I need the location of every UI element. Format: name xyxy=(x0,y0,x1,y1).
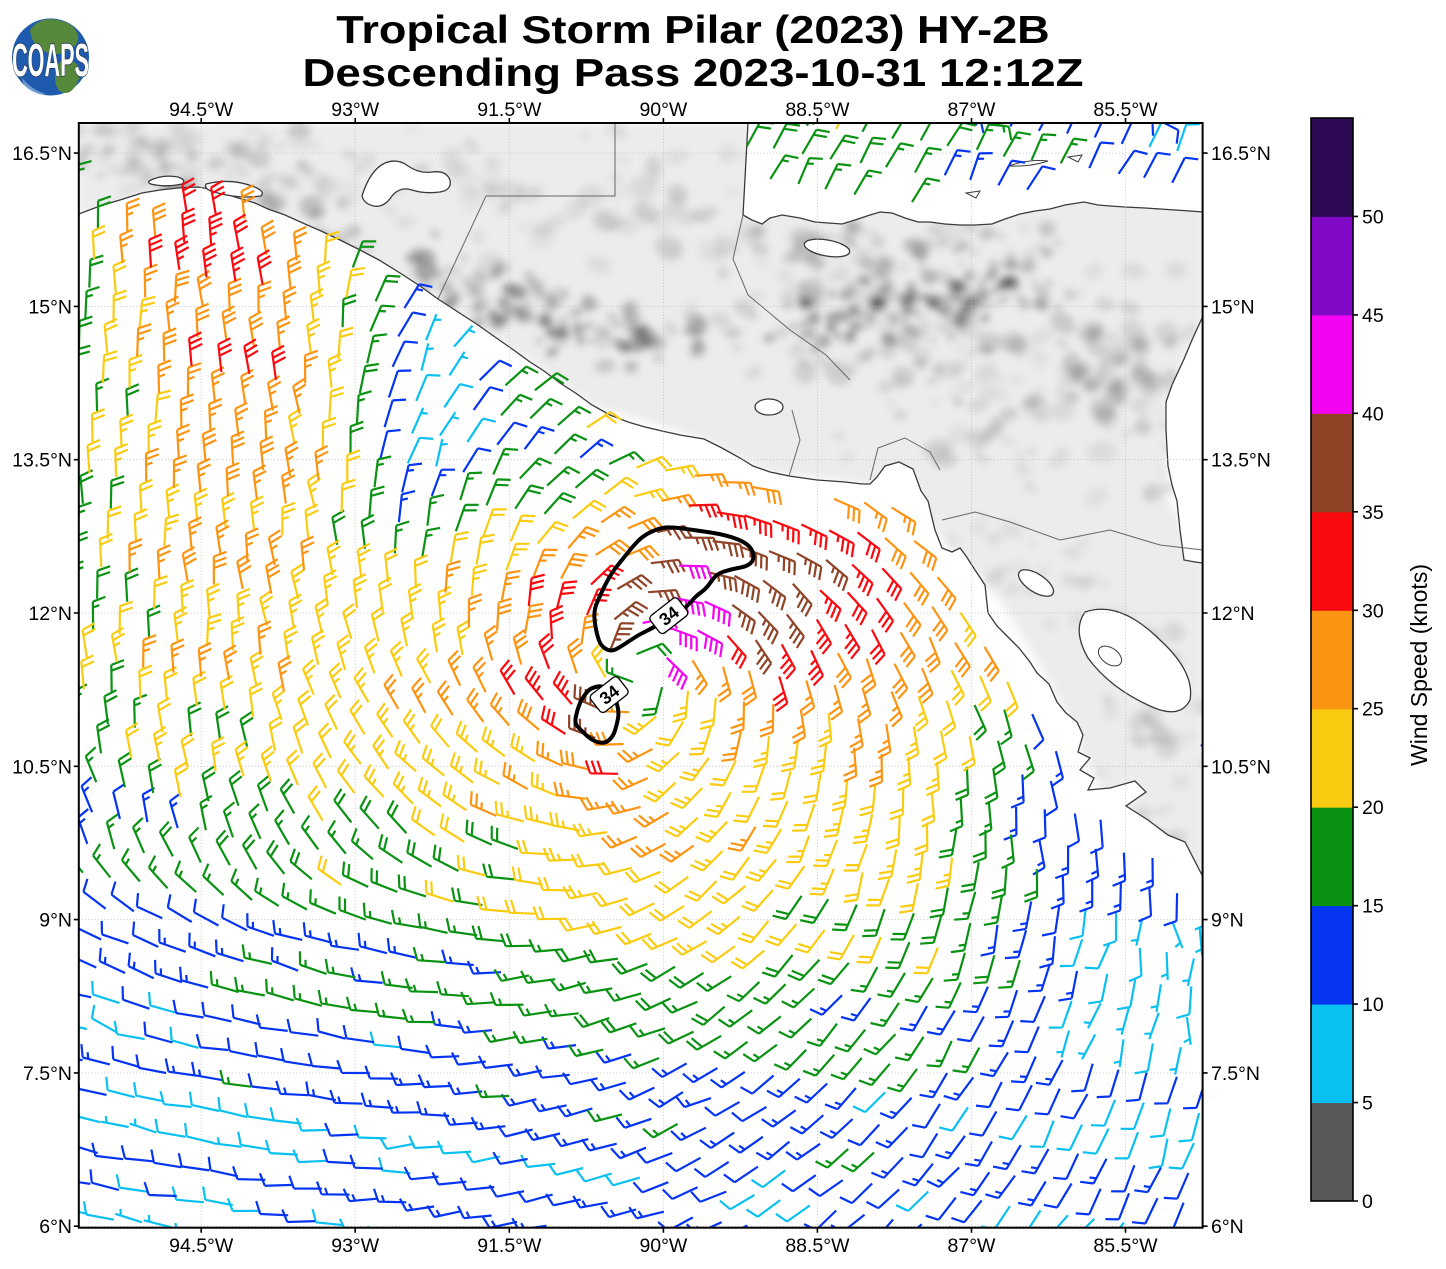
svg-text:94.5°W: 94.5°W xyxy=(169,1235,234,1257)
svg-text:15: 15 xyxy=(1362,896,1384,918)
svg-text:87°W: 87°W xyxy=(948,99,996,121)
svg-text:15°N: 15°N xyxy=(28,296,72,318)
svg-text:7.5°N: 7.5°N xyxy=(23,1063,72,1085)
svg-text:88.5°W: 88.5°W xyxy=(785,99,850,121)
svg-text:9°N: 9°N xyxy=(1211,910,1244,932)
svg-text:93°W: 93°W xyxy=(331,99,379,121)
svg-text:12°N: 12°N xyxy=(28,603,72,625)
svg-text:13.5°N: 13.5°N xyxy=(1211,450,1271,472)
svg-text:35: 35 xyxy=(1362,502,1384,524)
svg-text:85.5°W: 85.5°W xyxy=(1093,1235,1158,1257)
svg-text:40: 40 xyxy=(1362,403,1384,425)
svg-text:20: 20 xyxy=(1362,797,1384,819)
svg-text:COAPS: COAPS xyxy=(12,34,89,86)
svg-text:85.5°W: 85.5°W xyxy=(1093,99,1158,121)
svg-text:90°W: 90°W xyxy=(639,99,687,121)
svg-text:93°W: 93°W xyxy=(331,1235,379,1257)
svg-text:9°N: 9°N xyxy=(39,910,72,932)
svg-text:87°W: 87°W xyxy=(948,1235,996,1257)
svg-text:15°N: 15°N xyxy=(1211,296,1255,318)
svg-text:10.5°N: 10.5°N xyxy=(1211,756,1271,778)
svg-text:91.5°W: 91.5°W xyxy=(477,1235,542,1257)
svg-text:6°N: 6°N xyxy=(39,1216,72,1238)
svg-text:10: 10 xyxy=(1362,994,1384,1016)
svg-text:16.5°N: 16.5°N xyxy=(1211,143,1271,165)
svg-text:0: 0 xyxy=(1362,1191,1373,1213)
svg-text:45: 45 xyxy=(1362,305,1384,327)
svg-text:Descending Pass 2023-10-31 12:: Descending Pass 2023-10-31 12:12Z xyxy=(302,51,1083,94)
svg-text:5: 5 xyxy=(1362,1093,1373,1115)
svg-text:7.5°N: 7.5°N xyxy=(1211,1063,1260,1085)
svg-text:Tropical Storm Pilar (2023) HY: Tropical Storm Pilar (2023) HY-2B xyxy=(336,8,1049,52)
svg-text:16.5°N: 16.5°N xyxy=(12,143,72,165)
svg-text:30: 30 xyxy=(1362,600,1384,622)
svg-text:10.5°N: 10.5°N xyxy=(12,756,72,778)
svg-text:6°N: 6°N xyxy=(1211,1216,1244,1238)
svg-text:Wind Speed (knots): Wind Speed (knots) xyxy=(1406,564,1432,766)
svg-text:12°N: 12°N xyxy=(1211,603,1255,625)
svg-text:25: 25 xyxy=(1362,699,1384,721)
svg-text:94.5°W: 94.5°W xyxy=(169,99,234,121)
svg-text:13.5°N: 13.5°N xyxy=(12,450,72,472)
svg-text:91.5°W: 91.5°W xyxy=(477,99,542,121)
svg-text:88.5°W: 88.5°W xyxy=(785,1235,850,1257)
svg-text:50: 50 xyxy=(1362,206,1384,228)
svg-text:90°W: 90°W xyxy=(639,1235,687,1257)
